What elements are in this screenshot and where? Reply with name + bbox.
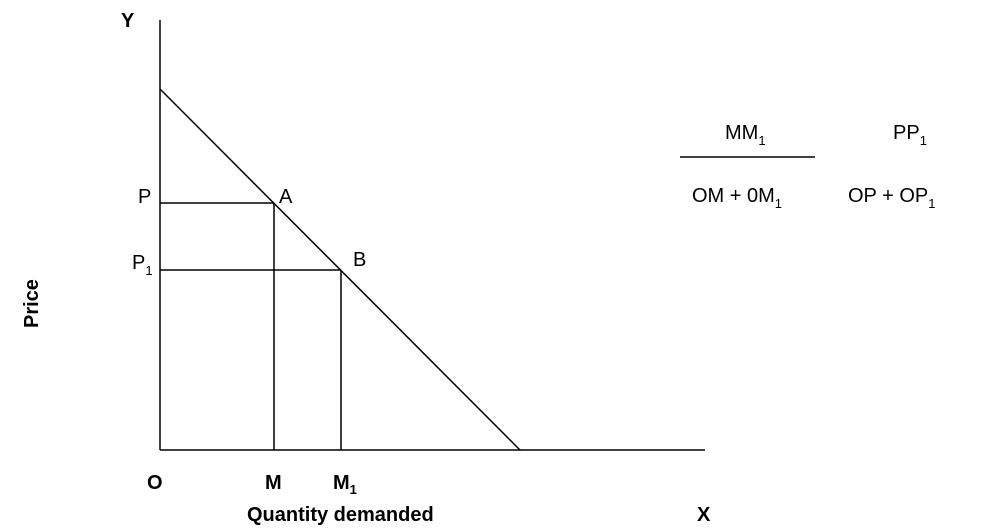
price-label-p1-main: P bbox=[132, 252, 145, 274]
formula-right-denominator-sub: 1 bbox=[928, 196, 935, 211]
formula-right-denominator-main: OP + OP bbox=[848, 185, 928, 207]
formula-left-denominator: OM + 0M1 bbox=[692, 185, 782, 211]
quantity-label-m1-sub: 1 bbox=[350, 482, 357, 497]
price-label-p: P bbox=[138, 186, 151, 208]
y-axis-label: Y bbox=[121, 10, 135, 32]
formula-left-numerator-sub: 1 bbox=[758, 133, 765, 148]
formula-right-numerator-sub: 1 bbox=[920, 133, 927, 148]
point-b-label: B bbox=[353, 249, 366, 271]
price-label-p1: P1 bbox=[132, 252, 153, 278]
quantity-label-m: M bbox=[265, 472, 282, 494]
y-axis-title: Price bbox=[21, 279, 43, 328]
formula-right-numerator: PP1 bbox=[893, 122, 927, 148]
x-axis-label: X bbox=[697, 504, 711, 526]
formula-left-numerator-main: MM bbox=[725, 122, 758, 144]
formula-left-numerator: MM1 bbox=[725, 122, 766, 148]
quantity-label-m1: M1 bbox=[333, 472, 357, 497]
quantity-label-m1-main: M bbox=[333, 472, 350, 494]
formula-left-denominator-main: OM + 0M bbox=[692, 185, 775, 207]
point-a-label: A bbox=[279, 186, 293, 208]
x-axis-title: Quantity demanded bbox=[247, 504, 434, 526]
formula-left-denominator-sub: 1 bbox=[775, 196, 782, 211]
origin-label: O bbox=[147, 472, 163, 494]
price-label-p1-sub: 1 bbox=[145, 263, 152, 278]
formula-right-denominator: OP + OP1 bbox=[848, 185, 935, 211]
formula-right-numerator-main: PP bbox=[893, 122, 920, 144]
